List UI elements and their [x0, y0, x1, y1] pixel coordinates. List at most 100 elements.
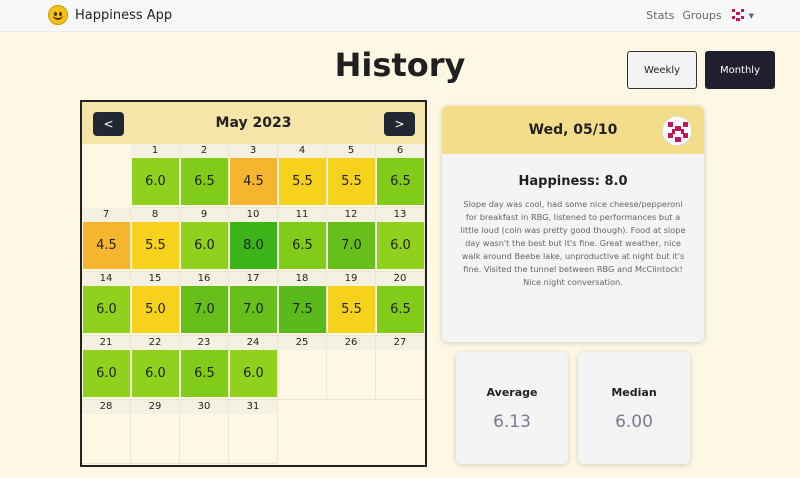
calendar-day-cell[interactable]: 8 5.5 — [131, 208, 180, 272]
calendar-header: < May 2023 > — [82, 102, 425, 144]
next-month-button[interactable]: > — [384, 112, 415, 136]
calendar-day-cell[interactable]: 11 6.5 — [278, 208, 327, 272]
median-value: 6.00 — [615, 412, 653, 432]
calendar-day-score: 6.0 — [181, 222, 228, 269]
calendar-day-score: 6.0 — [83, 350, 130, 397]
calendar-day-cell[interactable]: 28 — [82, 400, 131, 464]
calendar-day-cell[interactable]: 14 6.0 — [82, 272, 131, 336]
calendar-day-score: 6.0 — [83, 286, 130, 333]
page-title: History — [334, 46, 466, 84]
calendar-day-number: 17 — [229, 272, 277, 286]
calendar-day-cell[interactable]: 16 7.0 — [180, 272, 229, 336]
calendar-day-number: 24 — [229, 336, 277, 350]
user-avatar-icon — [662, 116, 692, 146]
calendar-day-cell[interactable]: 5 5.5 — [327, 144, 376, 208]
calendar-day-cell[interactable]: 30 — [180, 400, 229, 464]
brand-link[interactable]: Happiness App — [48, 5, 172, 25]
calendar-day-cell[interactable]: 26 — [327, 336, 376, 400]
calendar-day-number: 7 — [82, 208, 130, 222]
calendar-day-number: 14 — [82, 272, 130, 286]
calendar-day-number: 26 — [327, 336, 375, 350]
nav-groups-link[interactable]: Groups — [682, 9, 722, 22]
calendar-day-number: 10 — [229, 208, 277, 222]
calendar-day-number: 18 — [278, 272, 326, 286]
calendar-day-number: 2 — [180, 144, 228, 158]
calendar-day-score: 5.0 — [132, 286, 179, 333]
day-happiness-score: Happiness: 8.0 — [518, 174, 628, 189]
calendar-day-cell[interactable]: 25 — [278, 336, 327, 400]
user-avatar-icon[interactable] — [729, 7, 746, 22]
calendar-day-score: 7.0 — [181, 286, 228, 333]
average-value: 6.13 — [493, 412, 531, 432]
calendar-day-cell[interactable]: 24 6.0 — [229, 336, 278, 400]
calendar-day-number: 11 — [278, 208, 326, 222]
calendar-day-number: 27 — [376, 336, 424, 350]
calendar-day-number: 22 — [131, 336, 179, 350]
calendar-day-score: 5.5 — [328, 158, 375, 205]
calendar-day-cell[interactable]: 6 6.5 — [376, 144, 425, 208]
median-label: Median — [611, 386, 657, 399]
calendar-day-cell[interactable]: 4 5.5 — [278, 144, 327, 208]
day-detail-card: Wed, 05/10 Happiness: 8.0 Slope day was … — [442, 106, 704, 342]
calendar-day-cell[interactable]: 18 7.5 — [278, 272, 327, 336]
calendar-day-cell[interactable]: 20 6.5 — [376, 272, 425, 336]
calendar-day-score: 6.5 — [377, 286, 424, 333]
calendar-day-number: 28 — [82, 400, 130, 414]
calendar-day-cell[interactable]: 21 6.0 — [82, 336, 131, 400]
dropdown-caret-icon[interactable]: ▼ — [748, 11, 754, 20]
monthly-button[interactable]: Monthly — [705, 51, 775, 89]
calendar-day-number: 21 — [82, 336, 130, 350]
calendar-day-number: 1 — [131, 144, 179, 158]
calendar-day-number: 30 — [180, 400, 228, 414]
nav-stats-link[interactable]: Stats — [646, 9, 675, 22]
calendar-day-number: 31 — [229, 400, 277, 414]
median-stat-card: Median 6.00 — [578, 352, 690, 464]
calendar-day-cell[interactable]: 17 7.0 — [229, 272, 278, 336]
calendar-day-score: 6.5 — [377, 158, 424, 205]
calendar-day-cell[interactable]: 9 6.0 — [180, 208, 229, 272]
calendar-day-number: 20 — [376, 272, 424, 286]
calendar-day-cell[interactable]: 27 — [376, 336, 425, 400]
day-detail-date: Wed, 05/10 — [528, 122, 618, 138]
calendar-day-number: 16 — [180, 272, 228, 286]
calendar-day-cell[interactable]: 10 8.0 — [229, 208, 278, 272]
average-stat-card: Average 6.13 — [456, 352, 568, 464]
calendar-day-number: 8 — [131, 208, 179, 222]
calendar-day-number: 12 — [327, 208, 375, 222]
calendar-day-score: 5.5 — [132, 222, 179, 269]
calendar-day-score: 6.0 — [230, 350, 277, 397]
calendar-day-score: 4.5 — [83, 222, 130, 269]
calendar-day-cell[interactable]: 3 4.5 — [229, 144, 278, 208]
weekly-button[interactable]: Weekly — [627, 51, 697, 89]
calendar-day-score: 8.0 — [230, 222, 277, 269]
calendar-day-cell[interactable]: 12 7.0 — [327, 208, 376, 272]
calendar-day-number: 25 — [278, 336, 326, 350]
calendar-day-score: 6.0 — [377, 222, 424, 269]
calendar-day-cell[interactable]: 19 5.5 — [327, 272, 376, 336]
calendar-day-cell[interactable]: 13 6.0 — [376, 208, 425, 272]
navbar: Happiness App Stats Groups ▼ — [0, 0, 800, 32]
calendar-day-cell[interactable]: 22 6.0 — [131, 336, 180, 400]
calendar-day-number: 19 — [327, 272, 375, 286]
calendar-day-number: 6 — [376, 144, 424, 158]
calendar-day-score: 6.0 — [132, 350, 179, 397]
calendar-day-number: 4 — [278, 144, 326, 158]
calendar-day-cell[interactable]: 2 6.5 — [180, 144, 229, 208]
calendar-day-score: 6.0 — [132, 158, 179, 205]
calendar-day-number: 13 — [376, 208, 424, 222]
app-name: Happiness App — [75, 7, 173, 23]
calendar-day-cell[interactable]: 31 — [229, 400, 278, 464]
calendar-day-score: 6.5 — [279, 222, 326, 269]
average-label: Average — [486, 386, 538, 399]
prev-month-button[interactable]: < — [93, 112, 124, 136]
calendar-day-number: 9 — [180, 208, 228, 222]
calendar-day-number: 3 — [229, 144, 277, 158]
calendar-day-cell[interactable]: 29 — [131, 400, 180, 464]
calendar-day-cell[interactable]: 15 5.0 — [131, 272, 180, 336]
calendar-day-number: 23 — [180, 336, 228, 350]
calendar-month-title: May 2023 — [215, 115, 292, 131]
calendar-day-cell[interactable]: 7 4.5 — [82, 208, 131, 272]
calendar-day-cell[interactable]: 23 6.5 — [180, 336, 229, 400]
calendar-day-score: 6.5 — [181, 350, 228, 397]
calendar-day-cell[interactable]: 1 6.0 — [131, 144, 180, 208]
